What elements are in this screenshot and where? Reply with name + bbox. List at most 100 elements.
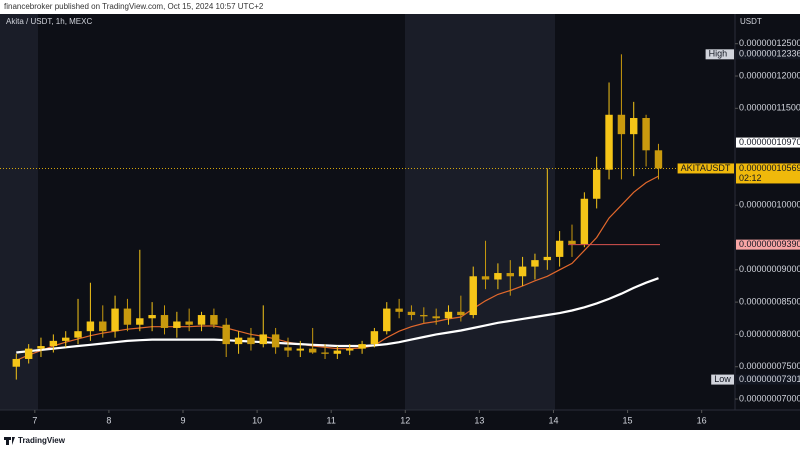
candle-body [173,321,181,328]
candle-body [210,315,218,325]
candle-body [432,316,440,319]
countdown: 02:12 [739,173,762,183]
candle-body [494,273,502,280]
brand: TradingView [18,436,66,445]
candle-body [148,315,156,319]
y-tick-label: 0.00000011500 [739,103,800,113]
x-tick-label: 13 [474,415,484,425]
session-shade [0,14,38,410]
candle-body [469,276,477,316]
candle-body [531,260,539,267]
candle-body [259,334,267,345]
candle-body [37,346,45,349]
y-tick-label: 0.00000012500 [739,38,800,48]
candle-body [630,118,638,135]
candle-body [111,308,119,332]
x-tick-label: 16 [697,415,707,425]
x-tick-label: 12 [400,415,410,425]
candle-body [49,340,58,347]
candle-body [481,276,490,280]
axis-unit: USDT [740,17,762,26]
candle-body [444,311,453,319]
candle-body [346,348,354,351]
candle-body [395,308,403,312]
candle-body [506,273,514,277]
price-label-name: Low [714,374,731,384]
candle-body [592,169,601,199]
price-label: 0.00000012336 [739,49,800,59]
x-tick-label: 7 [32,415,37,425]
price-label-box [736,239,800,250]
candle-body [333,350,342,354]
candle-body [99,321,107,332]
candle-body [296,348,305,351]
candle-body [543,256,552,261]
header-bar [0,0,800,14]
footer-bar [0,430,800,450]
candle-body [308,348,317,353]
candle-body [234,337,243,345]
price-label-box [736,374,800,385]
y-tick-label: 0.00000008000 [739,329,800,339]
price-label-name-box [711,374,734,385]
x-tick-label: 14 [548,415,558,425]
price-label-name-box [677,163,734,174]
price-label-box [736,163,800,184]
price-label-name-box [705,49,734,60]
price-label-name: High [709,49,728,59]
candle-body [12,358,21,367]
y-tick-label: 0.00000008500 [739,296,800,306]
price-label: 0.00000010569 [739,163,800,173]
y-tick-label: 0.00000007500 [739,361,800,371]
x-tick-label: 8 [106,415,111,425]
session-shade [405,14,555,410]
brand-logo [4,437,15,445]
candle-body [580,198,589,244]
publisher: financebroker published on TradingView.c… [4,2,264,11]
candle-body [420,315,428,317]
candle-body [642,118,650,151]
y-tick-label: 0.00000009000 [739,264,800,274]
price-label-box [736,49,800,60]
y-tick-label: 0.00000010000 [739,200,800,210]
chart-title: Akita / USDT, 1h, MEXC [6,17,92,26]
candle-body [74,331,82,338]
candle-body [457,311,465,316]
candle-body [284,347,292,351]
candle-body [568,240,576,244]
candle-body [185,321,193,325]
candle-body [383,308,391,332]
price-label: 0.00000007301 [739,374,800,384]
candle-body [222,324,230,345]
candle-body [160,315,169,328]
candle-body [654,150,663,169]
candle-body [555,240,564,257]
price-label: 0.00000010970 [739,137,800,147]
x-tick-label: 10 [252,415,262,425]
moving-average [16,277,659,354]
x-tick-label: 11 [327,415,336,425]
candle-body [136,318,144,325]
y-tick-label: 0.00000007000 [739,393,800,403]
candle-body [358,344,366,349]
candle-body [62,337,70,341]
candle-body [197,315,206,325]
chart-background [0,14,800,430]
x-tick-label: 15 [623,415,633,425]
candle-body [617,114,626,135]
y-tick-label: 0.00000012000 [739,70,800,80]
candle-body [247,337,255,345]
candle-body [24,348,33,359]
price-label: 0.00000009390 [739,239,800,249]
candle-body [271,334,280,348]
candle-body [370,331,379,345]
candle-body [518,266,527,277]
x-tick-label: 9 [181,415,186,425]
candle-body [123,308,132,325]
candle-body [407,311,416,316]
price-label-box [736,137,800,148]
candle-body [321,352,329,354]
candle-body [86,321,95,332]
price-label-name: AKITAUSDT [681,163,731,173]
